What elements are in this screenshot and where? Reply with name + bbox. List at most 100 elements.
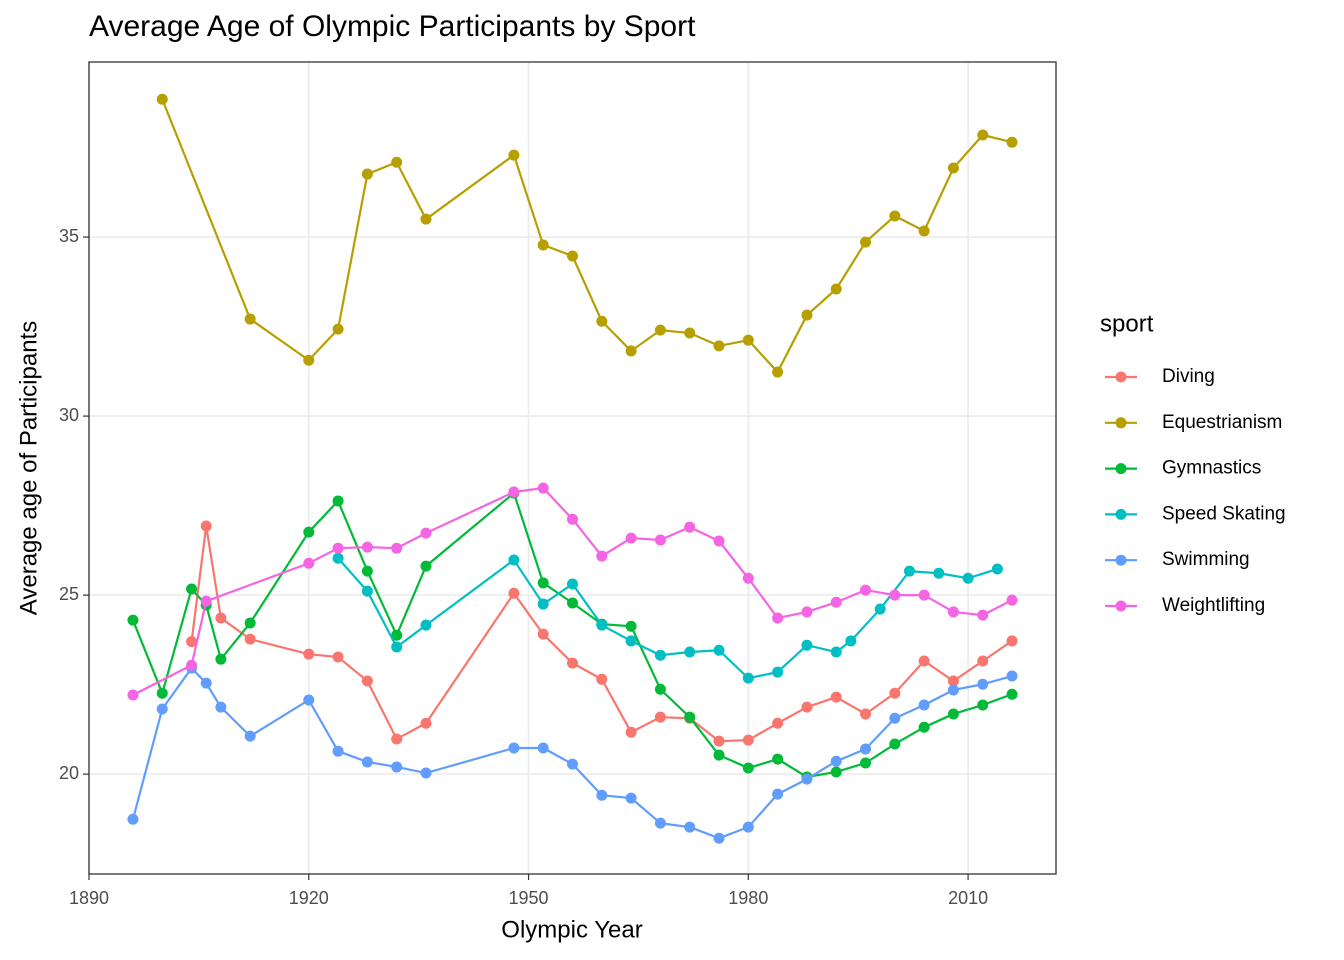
data-point xyxy=(215,612,227,624)
data-point xyxy=(537,628,549,640)
data-point xyxy=(361,541,373,553)
legend-label: Swimming xyxy=(1162,549,1250,570)
data-point xyxy=(420,527,432,539)
data-point xyxy=(654,649,666,661)
data-point xyxy=(200,677,212,689)
data-point xyxy=(684,711,696,723)
data-point xyxy=(654,683,666,695)
data-point xyxy=(947,684,959,696)
data-point xyxy=(977,678,989,690)
legend-key-point xyxy=(1115,508,1127,520)
data-point xyxy=(684,521,696,533)
y-axis-label: Average age of Participants xyxy=(15,321,42,615)
data-point xyxy=(654,817,666,829)
data-point xyxy=(742,672,754,684)
data-point xyxy=(127,813,139,825)
data-point xyxy=(391,542,403,554)
data-point xyxy=(537,482,549,494)
data-point xyxy=(772,788,784,800)
data-point xyxy=(303,557,315,569)
y-tick-label: 30 xyxy=(59,405,79,425)
data-point xyxy=(713,535,725,547)
data-point xyxy=(244,313,256,325)
data-point xyxy=(625,532,637,544)
data-point xyxy=(713,832,725,844)
data-point xyxy=(684,327,696,339)
legend-label: Speed Skating xyxy=(1162,503,1286,524)
data-point xyxy=(947,162,959,174)
data-point xyxy=(200,520,212,532)
data-point xyxy=(391,629,403,641)
data-point xyxy=(625,726,637,738)
data-point xyxy=(742,821,754,833)
data-point xyxy=(889,738,901,750)
data-point xyxy=(772,666,784,678)
data-point xyxy=(186,659,198,671)
data-point xyxy=(1006,688,1018,700)
data-point xyxy=(420,619,432,631)
data-point xyxy=(654,534,666,546)
data-point xyxy=(127,614,139,626)
data-point xyxy=(391,156,403,168)
data-point xyxy=(845,635,857,647)
data-point xyxy=(596,673,608,685)
data-point xyxy=(508,742,520,754)
data-point xyxy=(361,565,373,577)
data-point xyxy=(830,755,842,767)
data-point xyxy=(1006,594,1018,606)
data-point xyxy=(684,821,696,833)
data-point xyxy=(918,699,930,711)
data-point xyxy=(303,354,315,366)
data-point xyxy=(684,646,696,658)
data-point xyxy=(713,340,725,352)
data-point xyxy=(977,129,989,141)
data-point xyxy=(874,603,886,615)
data-point xyxy=(567,758,578,770)
data-point xyxy=(860,236,872,248)
data-point xyxy=(537,239,549,251)
data-point xyxy=(420,213,432,225)
data-point xyxy=(830,283,842,295)
x-tick-label: 1980 xyxy=(728,888,768,908)
data-point xyxy=(977,655,989,667)
data-point xyxy=(332,323,344,335)
data-point xyxy=(156,687,168,699)
data-point xyxy=(332,651,344,663)
data-point xyxy=(947,708,959,720)
data-point xyxy=(567,250,578,262)
data-point xyxy=(332,495,344,507)
data-point xyxy=(903,565,915,577)
data-point xyxy=(889,712,901,724)
data-point xyxy=(801,309,813,321)
data-point xyxy=(332,542,344,554)
data-point xyxy=(537,742,549,754)
legend-key-point xyxy=(1115,463,1127,475)
data-point xyxy=(156,703,168,715)
data-point xyxy=(596,789,608,801)
series-lines xyxy=(127,93,1018,844)
data-point xyxy=(801,701,813,713)
data-point xyxy=(918,589,930,601)
data-point xyxy=(391,641,403,653)
data-point xyxy=(889,687,901,699)
data-point xyxy=(596,619,608,631)
y-tick-label: 25 xyxy=(59,584,79,604)
data-point xyxy=(947,606,959,618)
data-point xyxy=(772,753,784,765)
data-point xyxy=(654,324,666,336)
data-point xyxy=(215,701,227,713)
data-point xyxy=(567,657,578,669)
data-point xyxy=(508,587,520,599)
y-tick-label: 35 xyxy=(59,226,79,246)
data-point xyxy=(508,554,520,566)
data-point xyxy=(537,577,549,589)
data-point xyxy=(332,745,344,757)
data-point xyxy=(186,636,198,648)
x-tick-label: 2010 xyxy=(948,888,988,908)
data-point xyxy=(742,334,754,346)
data-point xyxy=(1006,670,1018,682)
data-point xyxy=(830,596,842,608)
